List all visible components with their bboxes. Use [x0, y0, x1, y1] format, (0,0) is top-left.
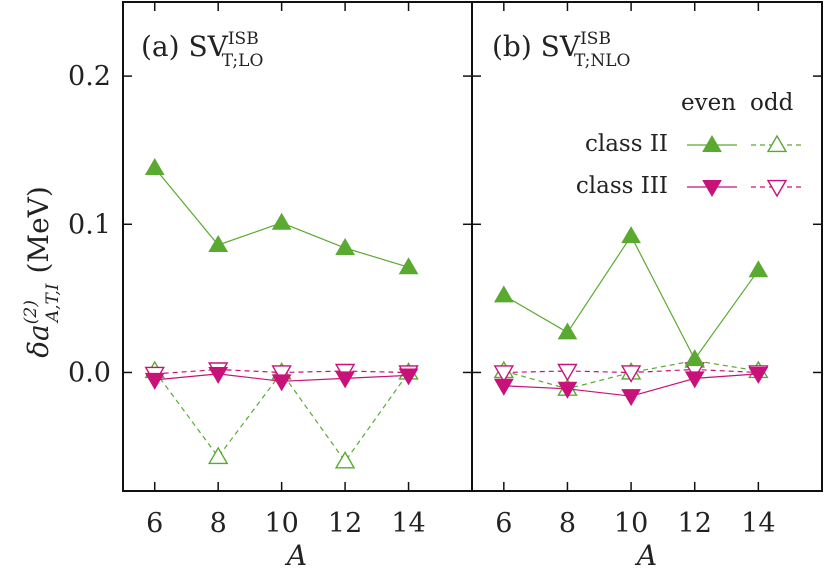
x-tick-label: 14 [391, 508, 425, 539]
legend-marker-class-ii-odd [766, 134, 788, 153]
legend-marker-class-iii-odd [766, 179, 788, 198]
data-point [398, 257, 419, 275]
legend-label-class-ii: class II [585, 131, 668, 157]
data-point [493, 378, 514, 396]
panel-a: 6 8 10 12 14 0.0 0.1 0.2 [68, 1, 473, 539]
x-tick-label: 10 [614, 508, 648, 539]
x-tick-label: 14 [741, 508, 775, 539]
x-tick-label: 12 [328, 508, 362, 539]
panel-b: 6 8 10 12 14 [471, 1, 823, 539]
series-line [503, 359, 759, 390]
data-point [144, 157, 165, 175]
panel-b-title: (b) SVISB T;NLO [492, 29, 631, 71]
data-point [271, 374, 292, 392]
data-point [620, 365, 642, 383]
data-point [493, 365, 515, 383]
data-point [748, 260, 769, 278]
data-point [557, 322, 578, 340]
data-point [208, 366, 229, 384]
x-axis-title-a: A [284, 539, 307, 572]
plot-frame-b [471, 1, 823, 492]
data-point [621, 226, 641, 244]
data-point [144, 372, 165, 390]
series-class-iii-even [493, 366, 769, 407]
x-tick-label: 8 [210, 508, 227, 539]
data-point [748, 366, 769, 384]
data-point [334, 450, 356, 469]
data-point [207, 446, 229, 465]
y-axis-title: δa(2) A,T,I(MeV) [21, 186, 63, 358]
legend-marker-class-iii-even [702, 180, 722, 197]
series-class-iii-even [144, 366, 419, 392]
series-class-ii-even [144, 157, 419, 275]
data-point [335, 371, 355, 389]
x-tick-label: 6 [146, 508, 163, 539]
data-point [684, 349, 705, 367]
legend-header-even: even [681, 90, 736, 116]
data-point [335, 237, 355, 255]
data-point [557, 381, 578, 399]
series-class-ii-even [493, 226, 769, 367]
legend-label-class-iii: class III [576, 173, 668, 199]
x-tick-label: 12 [678, 508, 712, 539]
data-point [557, 363, 578, 382]
x-tick-label: 10 [264, 508, 298, 539]
series-line [503, 234, 759, 361]
panel-a-title: (a) SVISB T;LO [141, 29, 263, 71]
data-point [398, 368, 419, 386]
legend: even odd class II class III [576, 90, 803, 199]
data-point [684, 371, 705, 389]
legend-marker-class-ii-even [702, 135, 722, 152]
y-tick-label: 0.2 [68, 61, 111, 92]
legend-header-odd: odd [750, 90, 794, 116]
plot-frame-a [122, 1, 473, 492]
data-point [208, 235, 229, 252]
y-tick-label: 0.0 [68, 357, 111, 388]
data-point [493, 285, 514, 303]
x-axis-title-b: A [634, 539, 657, 572]
x-tick-label: 6 [495, 508, 512, 539]
data-point [271, 365, 292, 383]
y-tick-label: 0.1 [68, 209, 111, 240]
data-point [621, 389, 641, 407]
x-tick-label: 8 [559, 508, 576, 539]
data-point [271, 212, 292, 230]
